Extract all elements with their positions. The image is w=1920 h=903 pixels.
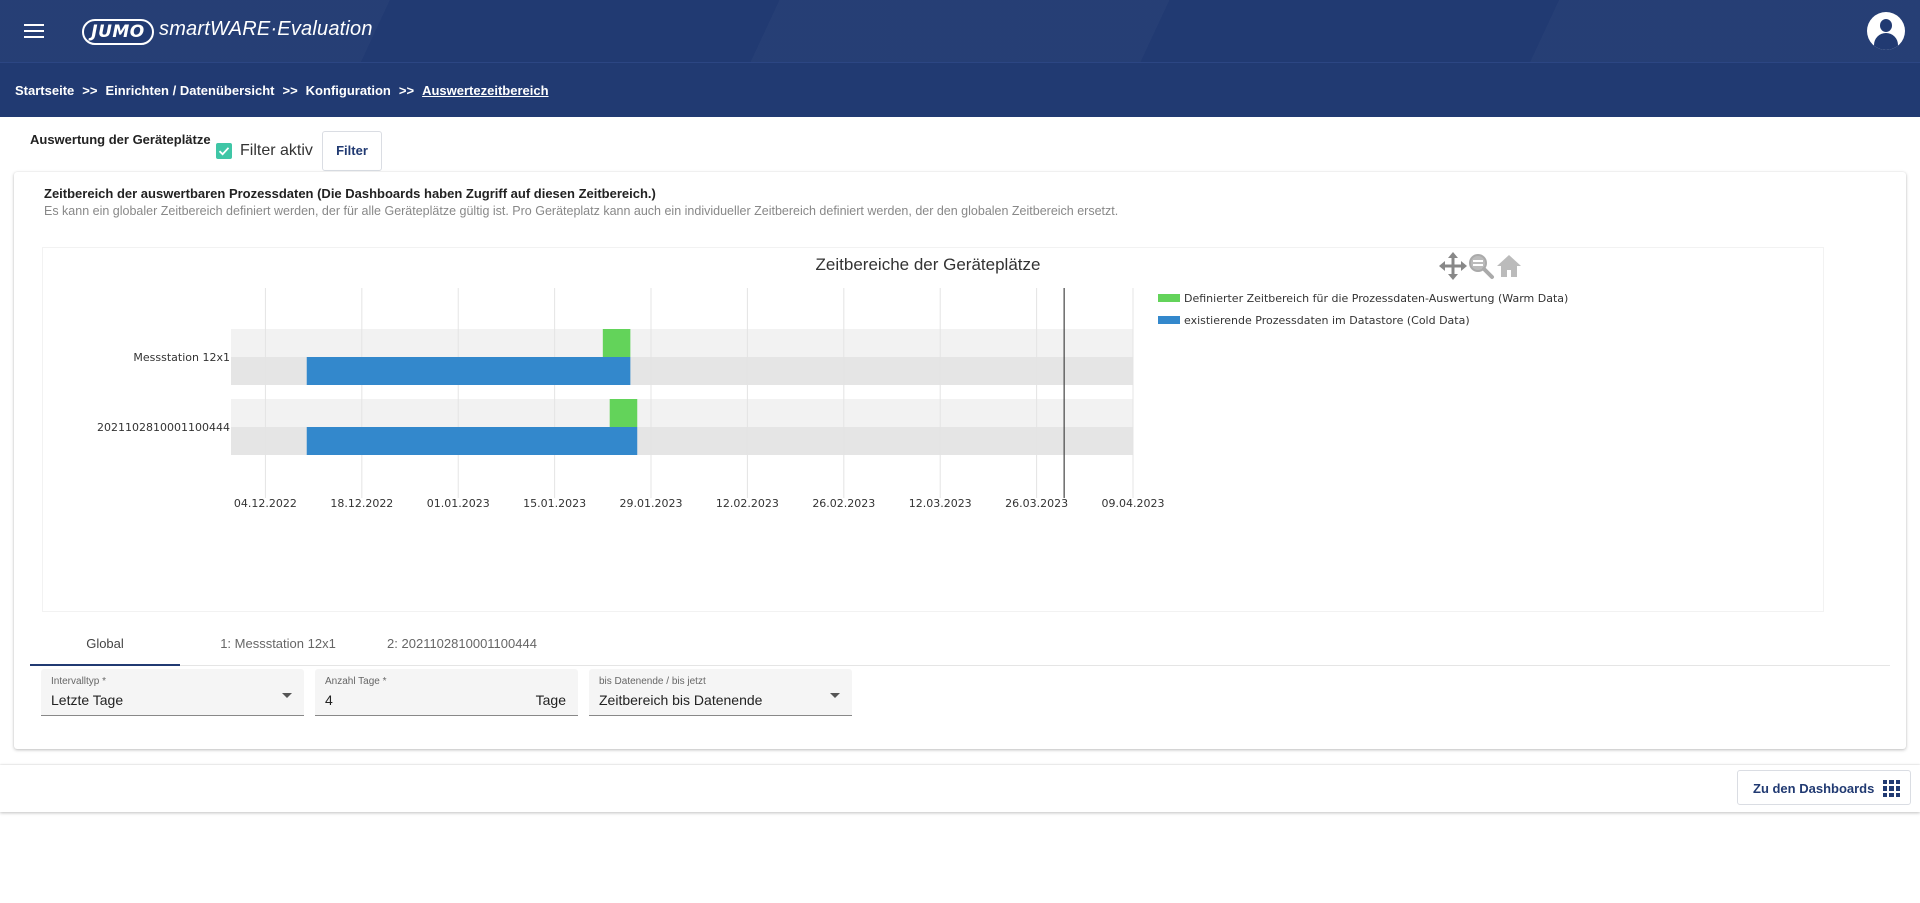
bis-datenende-value: Zeitbereich bis Datenende xyxy=(599,692,763,708)
category-label: 2021102810001100444 xyxy=(97,421,230,434)
legend-swatch xyxy=(1158,316,1180,324)
chevron-down-icon xyxy=(830,693,840,698)
filter-button[interactable]: Filter xyxy=(322,131,382,171)
gantt-chart: Zeitbereiche der Geräteplätze 04.12.2022… xyxy=(42,247,1824,612)
bis-datenende-label: bis Datenende / bis jetzt xyxy=(599,676,706,687)
checkmark-icon xyxy=(218,147,230,156)
section-title: Auswertung der Geräteplätze xyxy=(30,132,211,147)
card-title: Zeitbereich der auswertbaren Prozessdate… xyxy=(44,186,656,201)
anzahl-tage-field[interactable]: Anzahl Tage * 4 Tage xyxy=(315,669,578,716)
breadcrumb-auswertezeitbereich[interactable]: Auswertezeitbereich xyxy=(422,83,549,98)
intervalltyp-value: Letzte Tage xyxy=(51,692,124,708)
x-tick-label: 26.02.2023 xyxy=(812,497,875,510)
warm-data-bar xyxy=(602,329,631,357)
x-tick-label: 15.01.2023 xyxy=(523,497,586,510)
filter-active-label: Filter aktiv xyxy=(240,142,313,159)
x-tick-label: 09.04.2023 xyxy=(1102,497,1165,510)
anzahl-tage-value[interactable]: 4 xyxy=(325,692,333,708)
breadcrumb-separator: >> xyxy=(82,83,98,98)
anzahl-tage-suffix: Tage xyxy=(535,692,566,708)
tab-messstation[interactable]: 1: Messstation 12x1 xyxy=(220,636,336,651)
x-tick-label: 12.03.2023 xyxy=(909,497,972,510)
breadcrumb-bar: Startseite >> Einrichten / Datenübersicht >… xyxy=(0,62,1920,117)
x-tick-label: 04.12.2022 xyxy=(234,497,297,510)
chevron-down-icon xyxy=(282,693,292,698)
zoom-icon[interactable] xyxy=(1467,252,1495,280)
card-description: Es kann ein globaler Zeitbereich definie… xyxy=(44,204,1119,218)
zu-den-dashboards-button[interactable]: Zu den Dashboards xyxy=(1737,770,1911,805)
intervalltyp-select[interactable]: Intervalltyp * Letzte Tage xyxy=(41,669,304,716)
bis-datenende-select[interactable]: bis Datenende / bis jetzt Zeitbereich bi… xyxy=(589,669,852,716)
x-tick-label: 29.01.2023 xyxy=(620,497,683,510)
breadcrumb: Startseite >> Einrichten / Datenübersicht >… xyxy=(15,83,549,98)
anzahl-tage-label: Anzahl Tage * xyxy=(325,676,387,687)
intervalltyp-label: Intervalltyp * xyxy=(51,676,107,687)
cold-data-bar xyxy=(306,427,638,455)
breadcrumb-separator: >> xyxy=(282,83,298,98)
filter-active-checkbox[interactable] xyxy=(216,143,232,159)
category-band-upper xyxy=(231,399,1133,427)
breadcrumb-separator: >> xyxy=(398,83,415,98)
x-tick-label: 01.01.2023 xyxy=(427,497,490,510)
category-band-upper xyxy=(231,329,1133,357)
x-tick-label: 26.03.2023 xyxy=(1005,497,1068,510)
dashboard-grid-icon xyxy=(1883,780,1900,797)
chart-title: Zeitbereiche der Geräteplätze xyxy=(815,255,1041,274)
app-header: JUMO smartWARE·Evaluation xyxy=(0,0,1920,62)
chart-plot: 04.12.2022 18.12.2022 01.01.2023 15.01.2023… xyxy=(97,288,1568,510)
x-tick-label: 12.02.2023 xyxy=(716,497,779,510)
home-icon[interactable] xyxy=(1495,252,1523,280)
warm-data-bar xyxy=(609,399,638,427)
hamburger-menu-icon[interactable] xyxy=(22,20,46,42)
x-tick-label: 18.12.2022 xyxy=(330,497,393,510)
category-label: Messstation 12x1 xyxy=(133,351,230,364)
tab-geraet-2021102810001100444[interactable]: 2: 2021102810001100444 xyxy=(387,636,537,651)
breadcrumb-startseite[interactable]: Startseite xyxy=(15,83,75,98)
breadcrumb-einrichten[interactable]: Einrichten / Datenübersicht xyxy=(105,83,275,98)
breadcrumb-konfiguration[interactable]: Konfiguration xyxy=(305,83,391,98)
tab-bar: Global 1: Messstation 12x1 2: 2021102810… xyxy=(30,622,1890,666)
timerange-card: Zeitbereich der auswertbaren Prozessdate… xyxy=(14,172,1906,749)
footer-bar: Zu den Dashboards xyxy=(0,765,1920,812)
legend-label: Definierter Zeitbereich für die Prozessd… xyxy=(1184,292,1568,305)
cold-data-bar xyxy=(306,357,631,385)
move-icon[interactable] xyxy=(1439,252,1467,280)
user-avatar-icon[interactable] xyxy=(1867,12,1905,50)
jumo-logo: JUMO xyxy=(82,19,154,45)
legend-label: existierende Prozessdaten im Datastore (… xyxy=(1184,314,1470,327)
legend-swatch xyxy=(1158,294,1180,302)
dashboards-button-label: Zu den Dashboards xyxy=(1753,781,1875,796)
tab-global[interactable]: Global xyxy=(30,622,180,666)
app-name: smartWARE·Evaluation xyxy=(159,18,373,40)
